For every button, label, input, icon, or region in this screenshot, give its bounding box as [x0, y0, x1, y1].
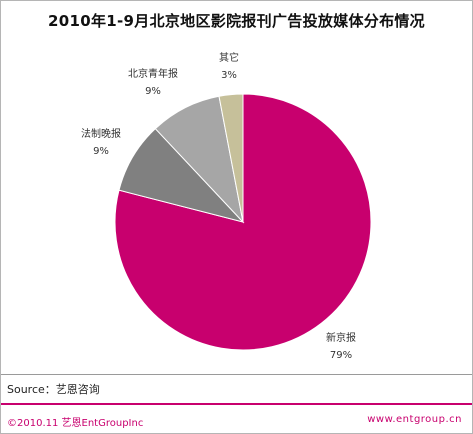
copyright-text: ©2010.11 艺恩EntGroupInc [7, 418, 144, 429]
slice-label: 新京报 [326, 331, 356, 344]
pie-slice [218, 93, 244, 223]
slice-percent-label: 3% [221, 70, 237, 81]
slice-label: 法制晚报 [81, 127, 121, 140]
pie-labels: 新京报 79% 法制晚报 9% 北京青年报 9% 其它 3% [81, 51, 356, 361]
slice-label: 北京青年报 [128, 67, 178, 80]
slice-percent-label: 79% [330, 350, 352, 361]
pie-slices [114, 93, 372, 351]
source-note: Source：艺恩咨询 [7, 383, 100, 396]
slice-percent-label: 9% [93, 146, 109, 157]
pie-chart: 新京报 79% 法制晚报 9% 北京青年报 9% 其它 3% [81, 51, 372, 361]
chart-title: 2010年1-9月北京地区影院报刊广告投放媒体分布情况 [48, 12, 425, 30]
source-divider [1, 374, 472, 375]
slice-label: 其它 [219, 51, 239, 64]
footer-divider [1, 403, 472, 405]
slice-percent-label: 9% [145, 86, 161, 97]
website-link[interactable]: www.entgroup.cn [367, 414, 462, 425]
